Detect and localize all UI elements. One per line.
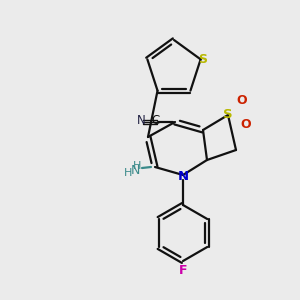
- Text: N: N: [136, 115, 146, 128]
- Text: H: H: [124, 168, 132, 178]
- Text: H: H: [133, 161, 141, 171]
- Text: N: N: [130, 164, 140, 176]
- Text: F: F: [179, 265, 187, 278]
- Text: O: O: [241, 118, 251, 131]
- Text: N: N: [177, 169, 189, 182]
- Text: O: O: [237, 94, 247, 107]
- Text: C: C: [152, 115, 160, 128]
- Text: S: S: [198, 53, 207, 66]
- Text: S: S: [223, 109, 233, 122]
